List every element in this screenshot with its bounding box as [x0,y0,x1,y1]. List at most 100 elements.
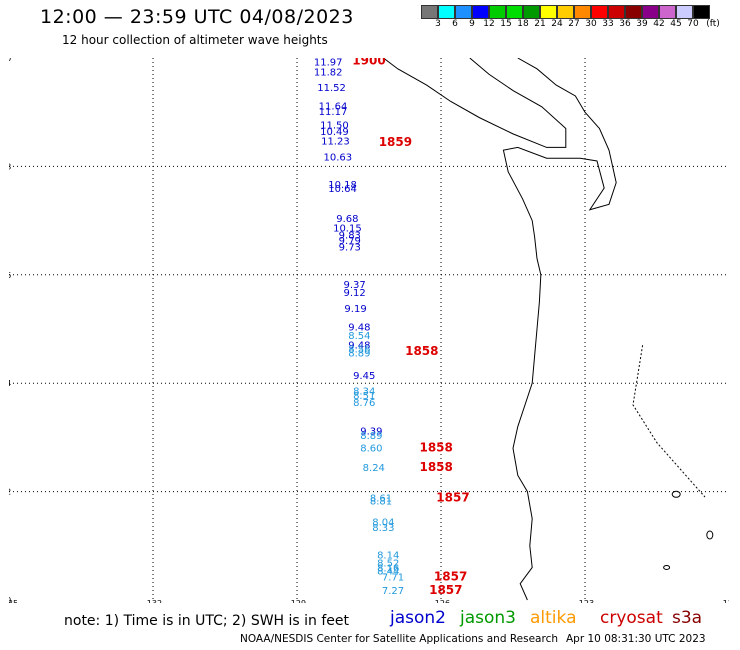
wave-height-value: 10.63 [323,152,352,163]
coastline [383,58,714,601]
footer-note: note: 1) Time is in UTC; 2) SWH is in fe… [64,613,350,629]
pass-time-label: 1858 [405,344,438,358]
scale-label: 27 [568,19,580,29]
lake-outline [671,490,681,498]
satellite-jason2: jason2 [390,608,446,628]
scale-label: 6 [452,19,458,29]
scale-label: 45 [670,19,682,29]
wave-height-value: 9.83 [339,230,361,241]
wave-height-value: 8.33 [372,523,394,534]
scale-swatch [455,5,472,19]
lon-tick-label: -135 [9,599,18,603]
scale-label: 12 [483,19,495,29]
scale-unit: (ft) [706,19,720,29]
pass-time-label: 1857 [434,569,467,583]
scale-label: 36 [619,19,631,29]
wave-height-value: 9.79 [339,236,361,247]
scale-label: 30 [585,19,597,29]
pass-time-label: 1859 [379,135,412,149]
wave-height-value: 9.48 [348,323,370,334]
wave-height-value: 11.64 [319,101,348,112]
scale-swatch [523,5,540,19]
scale-label: 3 [435,19,441,29]
scale-swatch [693,5,710,19]
lon-tick-label: -129 [288,599,306,603]
scale-swatch [540,5,557,19]
wave-height-value: 11.23 [321,137,350,148]
wave-height-value: 10.64 [328,184,357,195]
scale-label: 42 [653,19,665,29]
lat-tick-label: 42 [9,488,11,497]
scale-swatch [557,5,574,19]
wave-height-value: 9.48 [348,341,370,352]
lon-tick-label: -132 [144,599,162,603]
scale-swatch [472,5,489,19]
lat-tick-label: 46 [9,271,11,280]
wave-height-value: 8.76 [353,398,375,409]
pass-time-label: 1857 [429,583,462,597]
satellite-jason3: jason3 [460,608,516,628]
page-title: 12:00 — 23:59 UTC 04/08/2023 [40,6,354,28]
pass-time-label: 1857 [436,490,469,504]
pass-time-label: 1900 [352,58,385,68]
color-scale-swatches [421,5,710,19]
scale-swatch [608,5,625,19]
wave-height-value: 8.34 [353,387,375,398]
lat-tick-label: 48 [9,162,11,171]
scale-swatch [659,5,676,19]
wave-height-value: 10.15 [333,223,362,234]
wave-height-value: 10.49 [320,127,349,138]
scale-label: 9 [469,19,475,29]
wave-height-value: 11.82 [314,67,343,78]
wave-height-value: 10.18 [328,180,357,191]
wave-height-value: 8.89 [348,349,370,360]
inland-boundary [632,345,706,498]
wave-height-value: 9.68 [336,214,358,225]
wave-height-value: 9.45 [353,371,375,382]
wave-height-value: 7.27 [382,586,404,597]
pass-time-label: 1858 [419,460,452,474]
wave-height-value: 9.12 [343,288,365,299]
wave-height-value: 9.39 [360,427,382,438]
scale-label: 24 [551,19,563,29]
lake-outline [663,564,671,570]
axis-labels: 50 48 46 44 42 40-135 -132 -129 -126 -123 -120 [9,58,729,603]
wave-height-value: 8.60 [360,443,382,454]
scale-swatch [438,5,455,19]
wave-height-value: 8.89 [360,431,382,442]
wave-height-value: 9.37 [343,280,365,291]
scale-label: 33 [602,19,614,29]
wave-height-value: 8.24 [363,463,385,474]
wave-height-value: 11.17 [319,107,348,118]
mainland-coastline [502,58,617,601]
scale-label: 15 [500,19,512,29]
lat-tick-label: 44 [9,379,11,388]
pass-time-label: 1858 [419,440,452,454]
satellite-altika: altika [530,608,577,628]
wave-height-value: 11.50 [320,120,349,131]
color-scale: 3 6 9 12 15 18 21 24 27 30 33 36 39 42 45 70 (ft) [421,5,720,31]
lake-outline [706,530,714,540]
scale-label: 70 [687,19,699,29]
scale-swatch [676,5,693,19]
scale-swatch [574,5,591,19]
scale-swatch [642,5,659,19]
satellite-cryosat: cryosat [600,608,663,628]
lat-tick-label: 50 [9,58,11,63]
wave-height-value: 8.56 [348,344,370,355]
wave-height-value: 8.52 [377,558,399,569]
vancouver-island-coastline [383,58,567,148]
scale-label: 39 [636,19,648,29]
wave-height-value: 8.61 [370,493,392,504]
scale-label: 18 [517,19,529,29]
lat-tick-label: 40 [9,596,11,603]
wave-height-value: 9.73 [339,242,361,253]
lat-lon-grid [9,58,729,600]
wave-height-value: 11.97 [314,58,343,69]
lon-tick-label: -120 [720,599,729,603]
satellite-s3a: s3a [672,608,703,628]
scale-swatch [591,5,608,19]
scale-label: 21 [534,19,546,29]
